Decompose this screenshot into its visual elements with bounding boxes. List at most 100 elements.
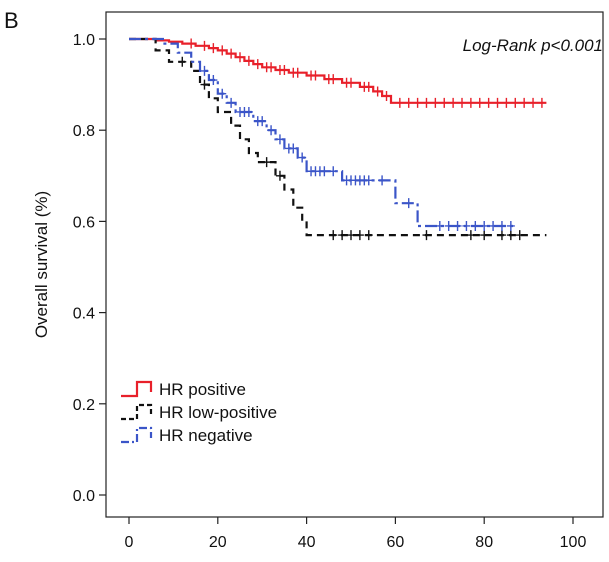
censor-mark	[298, 152, 307, 163]
legend-item: HR negative	[121, 426, 253, 445]
legend-item: HR positive	[121, 380, 246, 399]
censor-mark	[280, 65, 289, 76]
censor-mark	[329, 230, 338, 241]
censor-mark	[267, 125, 276, 136]
censor-mark	[227, 48, 236, 59]
censor-mark	[422, 97, 431, 108]
axes: 0.0 0.2 0.4 0.6 0.8 1.0 0 20 40 60 80 100 Overall su…	[32, 11, 604, 551]
censor-mark	[262, 157, 271, 168]
censor-mark	[422, 230, 431, 241]
censor-mark	[378, 175, 387, 186]
censor-mark	[471, 220, 480, 231]
censor-mark	[435, 220, 444, 231]
censor-mark	[449, 97, 458, 108]
x-tick-label: 60	[387, 534, 405, 551]
y-tick-label: 0.6	[73, 214, 95, 231]
survival-curve	[129, 37, 516, 228]
x-tick-label: 0	[125, 534, 134, 551]
series-hr-positive	[129, 37, 547, 108]
censor-mark	[218, 45, 227, 56]
censor-mark	[515, 230, 524, 241]
censor-mark	[404, 97, 413, 108]
censor-mark	[236, 52, 244, 63]
censor-mark	[253, 59, 262, 70]
y-tick-label: 0.0	[73, 488, 95, 505]
legend: HR positive HR low-positive HR negative	[121, 380, 277, 445]
x-tick-label: 80	[475, 534, 493, 551]
y-tick-label: 0.4	[73, 306, 95, 323]
censor-mark	[267, 62, 276, 73]
legend-item: HR low-positive	[121, 403, 277, 422]
censor-mark	[520, 97, 529, 108]
censor-mark	[484, 97, 493, 108]
censor-mark	[413, 97, 422, 108]
x-tick-label: 20	[209, 534, 227, 551]
censor-mark	[440, 97, 449, 108]
censor-mark	[458, 97, 466, 108]
series-hr-negative	[129, 37, 516, 231]
censor-mark	[382, 91, 391, 101]
censor-mark	[329, 166, 338, 177]
legend-swatch	[121, 403, 153, 421]
censor-mark	[529, 97, 538, 108]
log-rank-annotation: Log-Rank p<0.001	[463, 36, 603, 55]
censor-mark	[404, 198, 413, 209]
legend-label: HR negative	[159, 426, 253, 445]
panel-label: B	[4, 8, 19, 33]
censor-mark	[347, 77, 355, 88]
censor-mark	[218, 88, 227, 99]
censor-mark	[178, 56, 187, 67]
y-tick-label: 0.2	[73, 397, 95, 414]
censor-mark	[329, 74, 338, 85]
censor-mark	[244, 55, 253, 66]
censor-mark	[489, 220, 498, 231]
censor-mark	[209, 75, 218, 86]
censor-mark	[209, 43, 218, 54]
censor-mark	[338, 230, 347, 241]
censor-mark	[200, 40, 209, 51]
censor-mark	[462, 220, 471, 231]
censor-mark	[258, 116, 267, 127]
series-hr-low-positive	[129, 37, 547, 241]
censor-mark	[444, 220, 453, 231]
censor-mark	[355, 230, 364, 241]
censor-mark	[289, 143, 298, 154]
legend-label: HR low-positive	[159, 403, 277, 422]
censor-mark	[537, 97, 546, 108]
x-tick-label: 40	[298, 534, 316, 551]
censor-mark	[187, 38, 196, 49]
censor-mark	[200, 65, 209, 76]
censor-mark	[511, 97, 520, 108]
censor-mark	[480, 220, 489, 231]
censor-mark	[493, 97, 502, 108]
censor-mark	[275, 134, 284, 145]
censor-mark	[364, 175, 373, 186]
censor-mark	[320, 166, 329, 177]
survival-curve	[129, 37, 547, 237]
legend-swatch	[121, 426, 153, 444]
censor-mark	[227, 97, 236, 108]
censor-mark	[293, 67, 302, 78]
series-layer	[129, 37, 547, 241]
censor-mark	[453, 220, 462, 231]
censor-mark	[506, 220, 515, 231]
y-tick-label: 0.8	[73, 123, 95, 140]
censor-mark	[466, 97, 475, 108]
censor-mark	[244, 106, 253, 117]
y-axis-title: Overall survival (%)	[32, 191, 51, 338]
x-tick-label: 100	[560, 534, 587, 551]
censor-mark	[364, 81, 373, 92]
censor-mark	[275, 170, 284, 181]
censor-mark	[497, 230, 506, 241]
plot-frame	[105, 11, 604, 518]
censor-mark	[506, 230, 515, 241]
censor-mark	[431, 97, 440, 108]
censor-mark	[502, 97, 511, 108]
y-tick-label: 1.0	[73, 32, 95, 49]
legend-swatch	[121, 380, 153, 398]
censor-mark	[200, 79, 209, 90]
censor-mark	[347, 230, 355, 241]
censor-mark	[364, 230, 373, 241]
censor-mark	[497, 220, 506, 231]
